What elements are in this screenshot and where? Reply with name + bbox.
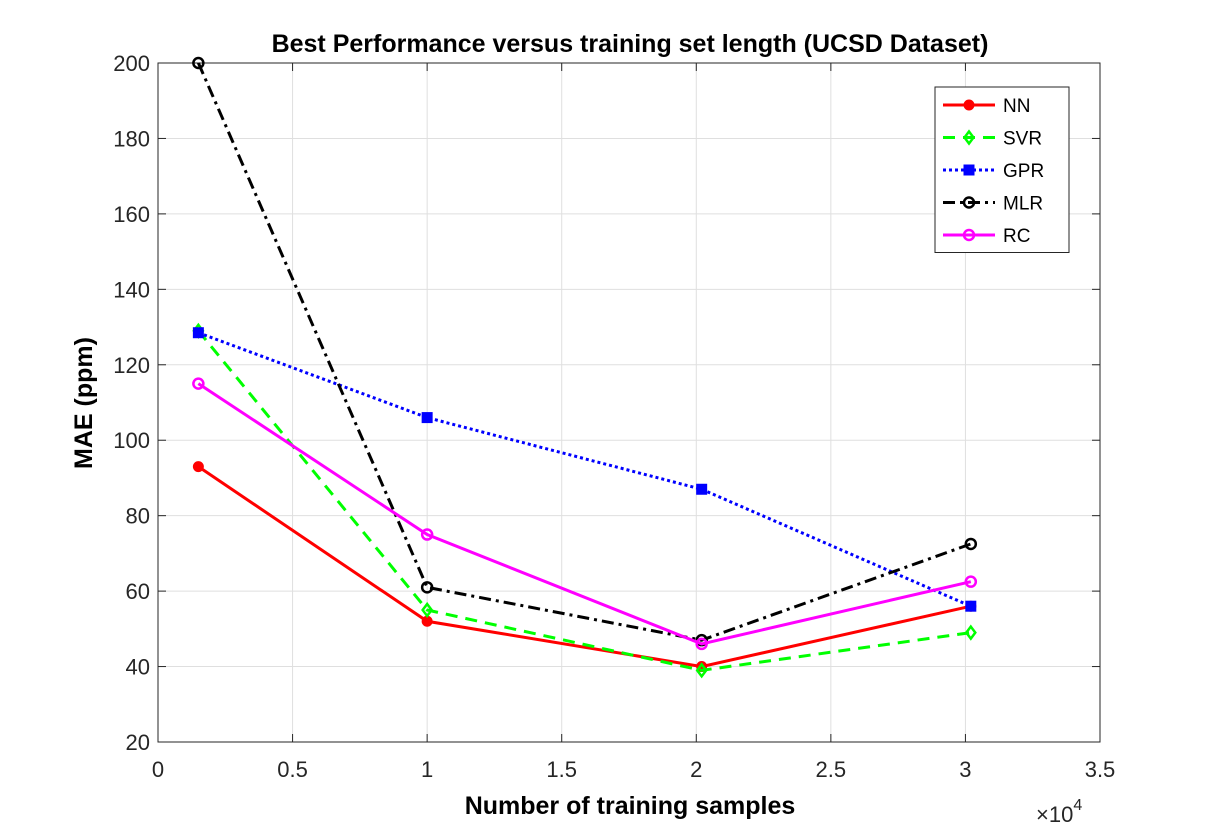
legend-label: NN bbox=[1003, 96, 1030, 117]
x-axis-exponent-base: ×10 bbox=[1036, 802, 1073, 827]
series-line bbox=[197, 329, 972, 672]
data-point-marker bbox=[962, 228, 976, 242]
chart-title: Best Performance versus training set len… bbox=[272, 30, 989, 58]
x-tick-label: 0.5 bbox=[277, 757, 308, 782]
series-line bbox=[196, 62, 972, 642]
data-point-marker bbox=[420, 581, 434, 594]
legend-item-mlr: MLR bbox=[943, 194, 1043, 215]
y-tick-label: 100 bbox=[113, 428, 150, 453]
series-line bbox=[197, 465, 972, 669]
y-tick-label: 80 bbox=[126, 504, 150, 529]
data-point-marker bbox=[192, 461, 204, 473]
data-point-marker bbox=[696, 483, 708, 495]
data-point-marker bbox=[192, 56, 205, 70]
data-point-marker bbox=[963, 164, 975, 176]
x-tick-label: 2.5 bbox=[816, 757, 847, 782]
x-axis-title: Number of training samples bbox=[465, 792, 796, 820]
legend: NN SVR GPR MLR RC bbox=[934, 86, 1070, 253]
data-point-marker bbox=[192, 377, 205, 390]
y-tick-label: 120 bbox=[113, 353, 150, 378]
legend-label: RC bbox=[1003, 226, 1030, 247]
x-axis-exponent-power: 4 bbox=[1073, 797, 1082, 814]
y-tick-label: 200 bbox=[113, 51, 150, 76]
x-tick-label: 1 bbox=[421, 757, 433, 782]
series-line bbox=[197, 331, 972, 608]
x-tick-label: 3.5 bbox=[1085, 757, 1116, 782]
legend-label: MLR bbox=[1003, 194, 1043, 215]
x-tick-label: 3 bbox=[959, 757, 971, 782]
legend-item-nn: NN bbox=[943, 96, 1030, 117]
data-point-marker bbox=[420, 528, 434, 541]
series-rc bbox=[192, 377, 978, 651]
data-point-marker bbox=[964, 575, 978, 588]
data-point-marker bbox=[965, 600, 977, 612]
series-line bbox=[197, 382, 972, 646]
y-axis-title: MAE (ppm) bbox=[70, 337, 98, 469]
axes-box bbox=[157, 62, 1101, 743]
legend-label: GPR bbox=[1003, 161, 1044, 182]
axis-ticks: 0 0.5 1 1.5 2 2.5 3 3.5 20 40 60 80 100 120 140 160 180 2… bbox=[113, 51, 1115, 782]
data-point-marker bbox=[964, 537, 978, 551]
data-point-marker bbox=[421, 601, 434, 619]
data-point-marker bbox=[695, 662, 708, 679]
legend-item-gpr: GPR bbox=[943, 161, 1044, 182]
data-point-marker bbox=[963, 99, 975, 111]
x-axis-exponent-label: ×104 bbox=[1036, 797, 1082, 827]
y-tick-label: 180 bbox=[113, 126, 150, 151]
x-tick-label: 2 bbox=[690, 757, 702, 782]
data-point-marker bbox=[962, 196, 976, 209]
series-mlr bbox=[192, 56, 978, 647]
data-point-marker bbox=[421, 412, 433, 424]
legend-item-svr: SVR bbox=[943, 129, 1042, 150]
legend-label: SVR bbox=[1003, 129, 1042, 150]
series-gpr bbox=[192, 327, 977, 612]
data-point-marker bbox=[964, 624, 977, 641]
y-tick-label: 20 bbox=[126, 730, 150, 755]
data-point-marker bbox=[695, 637, 708, 651]
legend-item-rc: RC bbox=[943, 226, 1030, 247]
y-tick-label: 160 bbox=[113, 202, 150, 227]
x-tick-label: 1.5 bbox=[546, 757, 577, 782]
y-tick-label: 140 bbox=[113, 277, 150, 302]
data-point-marker bbox=[192, 327, 204, 339]
y-tick-label: 60 bbox=[126, 579, 150, 604]
y-tick-label: 40 bbox=[126, 655, 150, 680]
data-point-marker bbox=[962, 129, 976, 146]
x-tick-label: 0 bbox=[152, 757, 164, 782]
